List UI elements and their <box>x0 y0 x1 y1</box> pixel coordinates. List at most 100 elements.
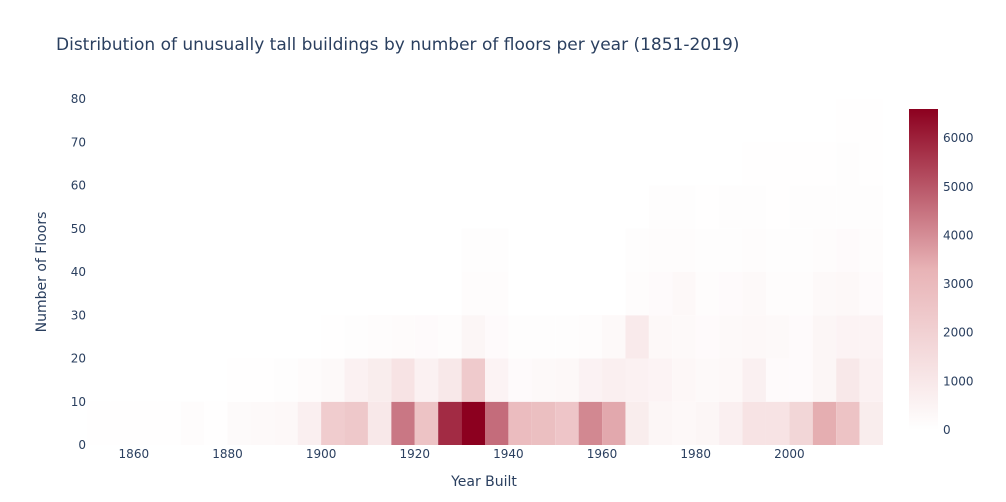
heatmap-cell <box>391 358 415 402</box>
heatmap-cell <box>508 358 532 402</box>
heatmap-cell <box>625 272 649 316</box>
heatmap-cell <box>836 315 860 359</box>
heatmap-cell <box>555 358 579 402</box>
heatmap-cell <box>765 401 790 445</box>
heatmap-cell <box>227 401 251 445</box>
heatmap-cell <box>555 315 579 359</box>
y-tick-label: 40 <box>71 265 86 279</box>
heatmap-cells <box>87 99 883 445</box>
heatmap-cell <box>765 228 790 272</box>
heatmap-cell <box>578 358 603 402</box>
heatmap-cell <box>555 401 579 445</box>
y-tick-label: 60 <box>71 179 86 193</box>
heatmap-cell <box>250 401 275 445</box>
chart-title: Distribution of unusually tall buildings… <box>56 35 739 55</box>
heatmap-cell <box>133 401 158 445</box>
x-tick-label: 1860 <box>119 447 150 461</box>
heatmap-cell <box>812 272 837 316</box>
heatmap-cell <box>321 358 345 402</box>
heatmap-cell <box>87 401 111 445</box>
y-tick-label: 80 <box>71 92 86 106</box>
heatmap-cell <box>648 185 673 229</box>
heatmap-cell <box>789 315 813 359</box>
heatmap-cell <box>719 315 743 359</box>
y-tick-label: 70 <box>71 135 86 149</box>
heatmap-cell <box>250 358 275 402</box>
heatmap-cell <box>789 358 813 402</box>
heatmap-cell <box>765 315 790 359</box>
heatmap-cell <box>602 401 626 445</box>
heatmap-cell <box>812 185 837 229</box>
heatmap-cell <box>765 142 790 186</box>
heatmap-cell <box>367 401 392 445</box>
heatmap-cell <box>344 401 368 445</box>
heatmap-cell <box>836 99 860 143</box>
heatmap-cell <box>695 228 720 272</box>
heatmap-cell <box>321 401 345 445</box>
heatmap-cell <box>859 401 883 445</box>
heatmap-cell <box>344 315 368 359</box>
heatmap-cell <box>812 401 837 445</box>
heatmap-cell <box>438 358 462 402</box>
heatmap-cell <box>812 142 837 186</box>
heatmap-cell <box>789 228 813 272</box>
heatmap-cell <box>648 315 673 359</box>
heatmap-cell <box>461 315 485 359</box>
heatmap-cell <box>648 401 673 445</box>
x-tick-label: 1920 <box>399 447 430 461</box>
heatmap-cell <box>836 228 860 272</box>
x-axis-ticks: 1860 1880 1900 1920 1940 1960 1980 2000 <box>119 447 805 461</box>
x-tick-label: 1980 <box>680 447 711 461</box>
heatmap-cell <box>485 358 509 402</box>
heatmap-cell <box>695 185 720 229</box>
heatmap-cell <box>297 358 322 402</box>
heatmap-cell <box>695 358 720 402</box>
heatmap-cell <box>391 315 415 359</box>
heatmap-cell <box>531 401 556 445</box>
heatmap-cell <box>789 142 813 186</box>
heatmap-cell <box>648 228 673 272</box>
heatmap-cell <box>461 358 485 402</box>
heatmap-cell <box>578 315 603 359</box>
heatmap-cell <box>836 185 860 229</box>
colorbar-tick-label: 4000 <box>943 228 974 242</box>
heatmap-cell <box>836 142 860 186</box>
heatmap-cell <box>391 401 415 445</box>
heatmap-cell <box>508 315 532 359</box>
heatmap-cell <box>485 228 509 272</box>
y-axis-ticks: 0 10 20 30 40 50 60 70 80 <box>71 92 86 452</box>
colorbar-tick-label: 3000 <box>943 277 974 291</box>
heatmap-cell <box>672 228 696 272</box>
heatmap-cell <box>859 228 883 272</box>
heatmap-cell <box>695 272 720 316</box>
heatmap-cell <box>157 401 181 445</box>
heatmap-cell <box>485 272 509 316</box>
colorbar <box>909 109 938 430</box>
y-tick-label: 0 <box>78 438 86 452</box>
heatmap-cell <box>274 401 298 445</box>
heatmap-cell <box>648 358 673 402</box>
heatmap-cell <box>742 315 766 359</box>
heatmap-cell <box>695 401 720 445</box>
heatmap-cell <box>625 358 649 402</box>
heatmap-cell <box>227 358 251 402</box>
heatmap-cell <box>765 185 790 229</box>
heatmap-cell <box>742 401 766 445</box>
heatmap-cell <box>859 99 883 143</box>
heatmap-cell <box>461 228 485 272</box>
colorbar-tick-label: 5000 <box>943 180 974 194</box>
heatmap-cell <box>742 228 766 272</box>
heatmap-cell <box>485 315 509 359</box>
y-axis-label: Number of Floors <box>34 212 50 333</box>
heatmap-cell <box>672 315 696 359</box>
heatmap-cell <box>367 315 392 359</box>
colorbar-tick-label: 0 <box>943 423 951 437</box>
x-tick-label: 1900 <box>306 447 337 461</box>
heatmap-cell <box>836 272 860 316</box>
heatmap-cell <box>414 315 439 359</box>
heatmap-cell <box>859 185 883 229</box>
y-tick-label: 50 <box>71 222 86 236</box>
heatmap-cell <box>508 401 532 445</box>
y-tick-label: 20 <box>71 352 86 366</box>
